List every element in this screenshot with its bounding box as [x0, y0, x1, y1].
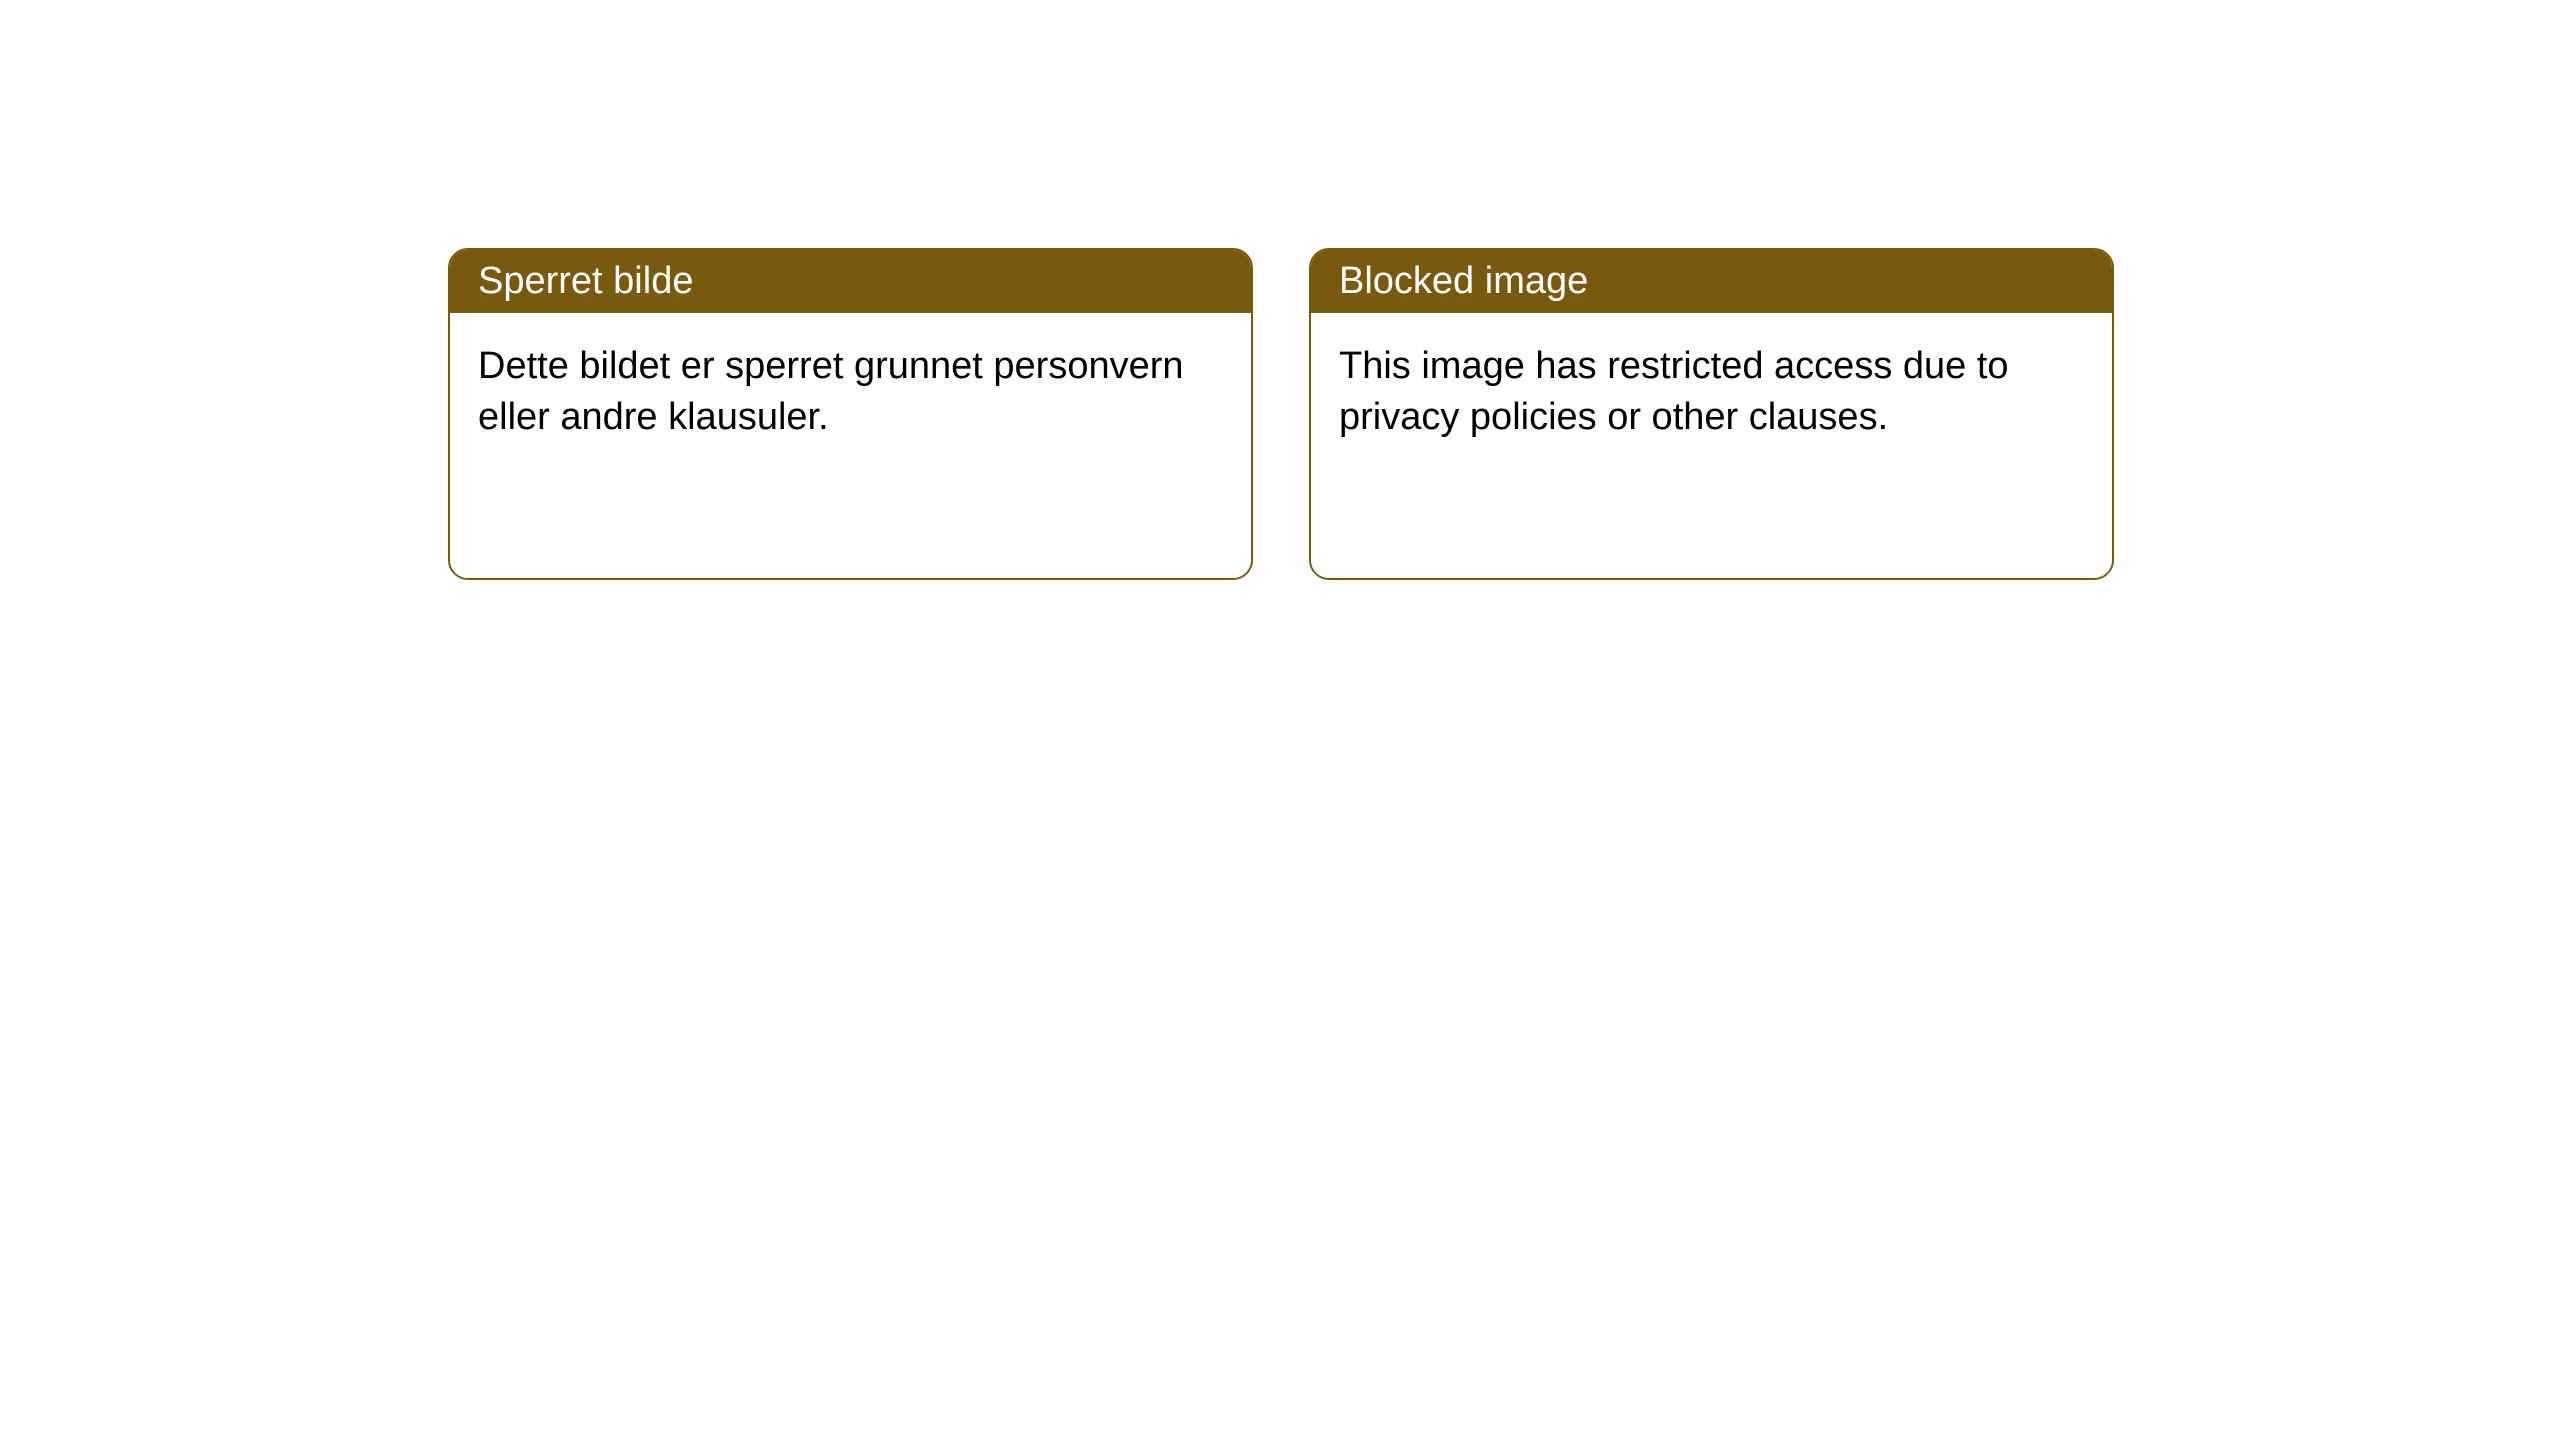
notice-cards-container: Sperret bilde Dette bildet er sperret gr… — [0, 0, 2560, 580]
card-message: This image has restricted access due to … — [1339, 345, 2009, 438]
notice-card-english: Blocked image This image has restricted … — [1309, 248, 2114, 580]
card-message: Dette bildet er sperret grunnet personve… — [478, 345, 1184, 438]
card-title: Blocked image — [1339, 260, 1588, 302]
card-title: Sperret bilde — [478, 260, 693, 302]
card-body: This image has restricted access due to … — [1311, 313, 2112, 578]
card-body: Dette bildet er sperret grunnet personve… — [450, 313, 1251, 578]
card-header: Sperret bilde — [450, 250, 1251, 313]
notice-card-norwegian: Sperret bilde Dette bildet er sperret gr… — [448, 248, 1253, 580]
card-header: Blocked image — [1311, 250, 2112, 313]
